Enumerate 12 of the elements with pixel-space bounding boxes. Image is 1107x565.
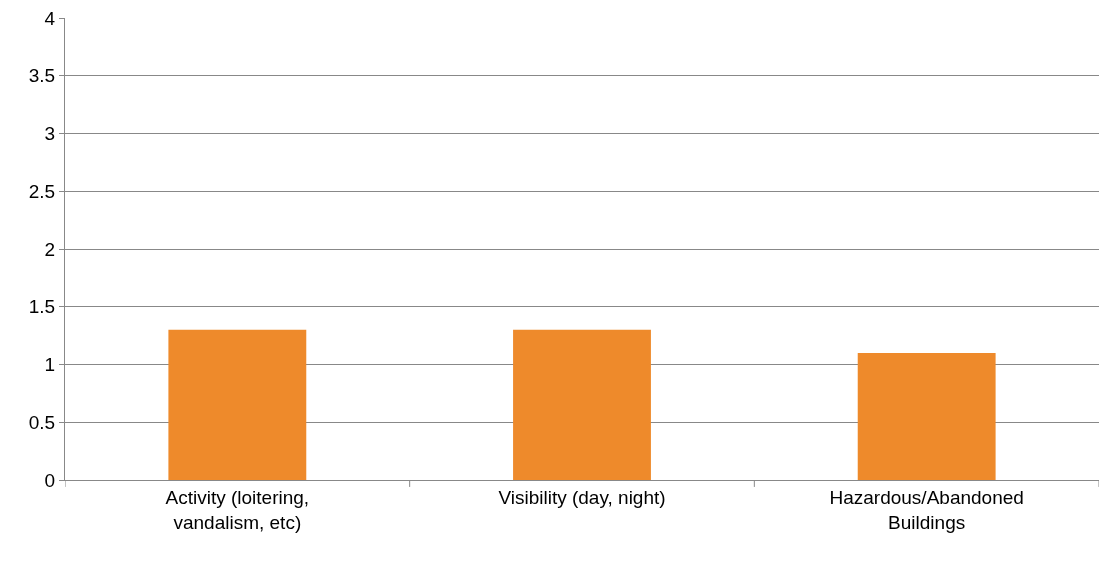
- x-tick-label: Activity (loitering, vandalism, etc): [165, 486, 310, 533]
- x-tick-label: Hazardous/Abandoned Buildings: [829, 486, 1024, 533]
- y-tick-label: 3: [44, 123, 56, 145]
- y-tick-label: 0.5: [28, 411, 56, 433]
- y-tick-label: 3.5: [28, 65, 56, 87]
- y-tick-label: 4: [44, 7, 56, 29]
- y-tick-label: 2.5: [28, 180, 56, 202]
- y-tick-label: 0: [44, 469, 56, 491]
- y-tick-label: 1.5: [28, 296, 56, 318]
- x-tick-label: Visibility (day, night): [498, 486, 666, 508]
- y-tick-label: 1: [44, 354, 56, 376]
- y-tick-label: 2: [44, 238, 56, 260]
